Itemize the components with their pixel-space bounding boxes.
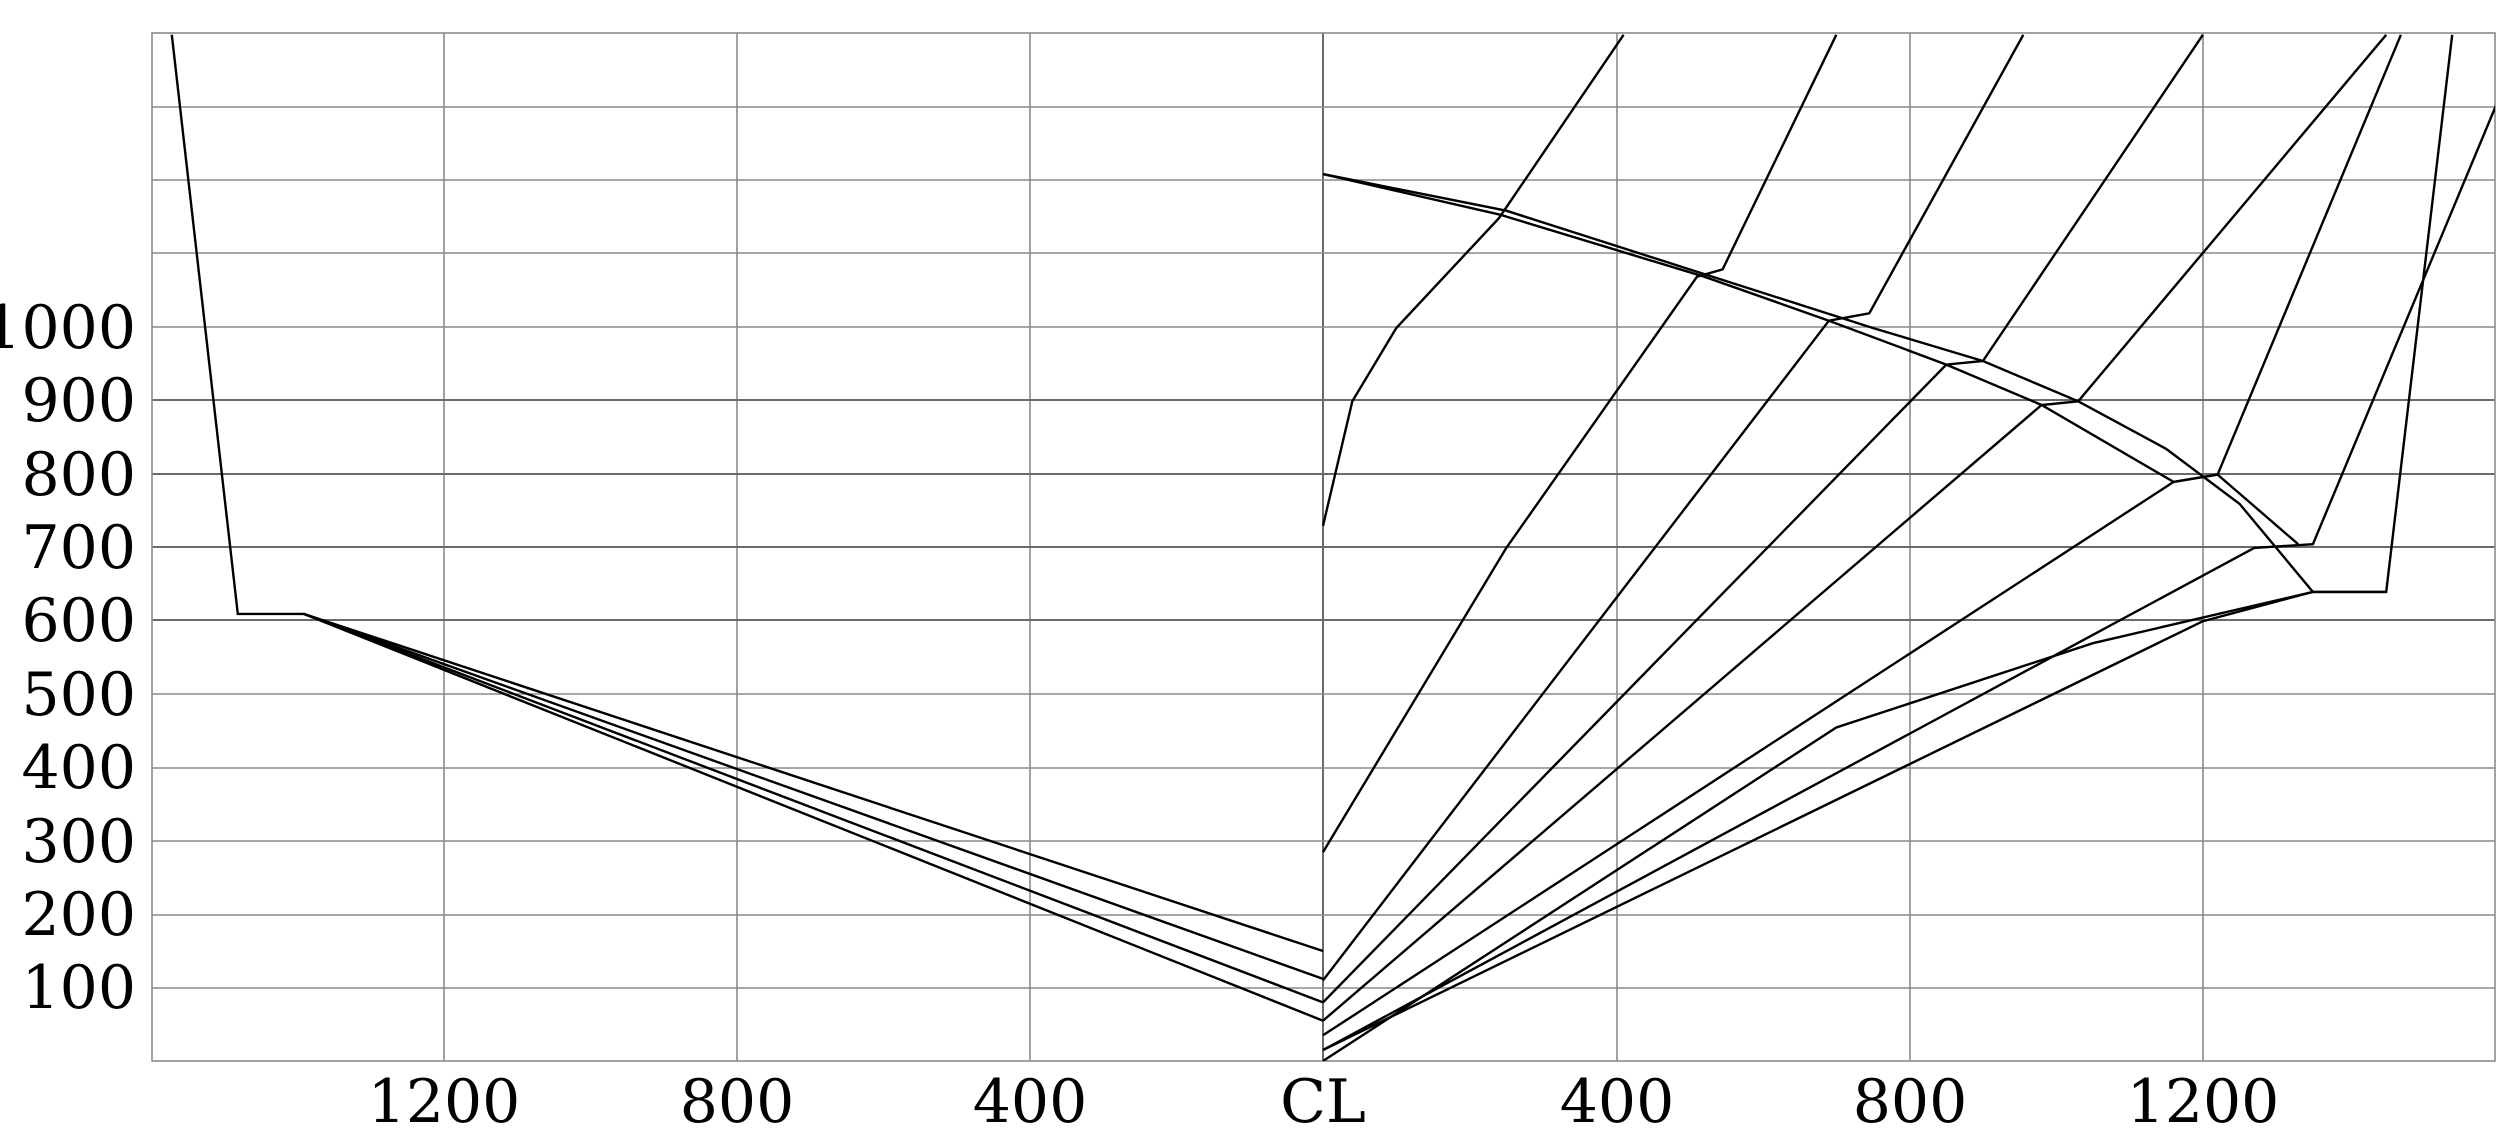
y-tick-label: 400 [21,733,136,803]
mesh-line-14 [1322,34,2454,1061]
x-tick-label: 400 [973,1067,1088,1137]
y-tick-label: 300 [21,807,136,877]
mesh-line-4 [303,612,1324,1022]
mesh-line-2 [303,612,1324,981]
y-tick-label: 700 [21,513,136,583]
mesh-line-7 [1321,34,1625,527]
mesh-line-9 [1322,34,2025,982]
x-tick-label: 800 [680,1067,795,1137]
y-tick-label: 500 [21,660,136,730]
x-tick-label: 400 [1560,1067,1675,1137]
y-tick-label: 800 [21,440,136,510]
curve-mesh [170,34,2495,1061]
y-axis-labels: 100 200 300 400 500 600 700 800 900 1000 [0,293,136,1023]
mesh-line-13 [1322,104,2495,1052]
x-axis-labels: 1200 800 400 CL 400 800 1200 [368,1067,2280,1137]
mesh-line-8 [1321,34,1838,853]
mesh-line-10 [1322,34,2204,1004]
mesh-line-11 [1322,34,2388,1022]
mesh-line-3 [303,612,1324,1004]
mesh-line-1 [170,34,1324,953]
y-tick-label: 900 [21,366,136,436]
y-tick-label: 1000 [0,293,136,363]
y-tick-label: 100 [21,953,136,1023]
x-tick-label-centerline: CL [1280,1067,1366,1137]
x-tick-label: 1200 [368,1067,521,1137]
mesh-line-12 [1322,34,2403,1037]
y-tick-label: 600 [21,586,136,656]
y-tick-label: 200 [21,880,136,950]
x-tick-label: 800 [1853,1067,1968,1137]
mesh-line-5 [1322,172,2387,594]
x-tick-label: 1200 [2127,1067,2280,1137]
mesh-line-15 [1322,590,2314,1052]
